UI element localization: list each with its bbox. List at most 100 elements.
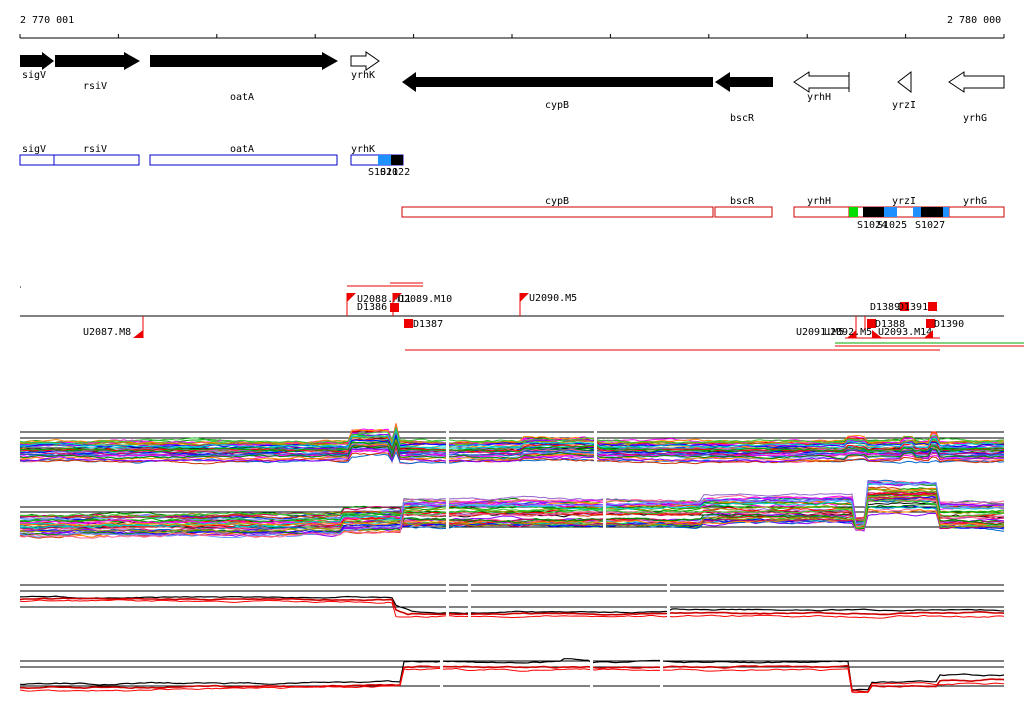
downshift-label-d1386: D1386 bbox=[357, 302, 387, 313]
segment-label-s1025: S1025 bbox=[877, 220, 907, 231]
expression-profile-line bbox=[19, 495, 1005, 529]
upshift-label-u2088: U2088.M11 bbox=[357, 294, 411, 305]
expression-profile-line bbox=[19, 494, 1005, 534]
downshift-label-d1391: D1391 bbox=[898, 302, 928, 313]
downshift-label-d1388: D1388 bbox=[875, 319, 905, 330]
segment-s1021[interactable] bbox=[378, 155, 391, 165]
panel-gap bbox=[440, 654, 443, 698]
segment-s1022[interactable] bbox=[391, 155, 403, 165]
transcript-label-oata: oatA bbox=[230, 144, 254, 155]
expression-profile-line bbox=[19, 491, 1005, 532]
transcript-label-bscr: bscR bbox=[730, 196, 755, 207]
panel-gap bbox=[660, 654, 663, 698]
transcript-label-yrhg: yrhG bbox=[963, 196, 987, 207]
coordinate-ruler: 2 770 001 2 780 000 bbox=[19, 15, 1005, 39]
gene-arrow-cypb[interactable] bbox=[402, 72, 713, 92]
upshift-marker-u2090[interactable] bbox=[520, 293, 529, 302]
upshift-marker-u2088[interactable] bbox=[347, 293, 356, 302]
expression-profile-line bbox=[19, 426, 1005, 445]
downshift-marker-d1386[interactable] bbox=[390, 303, 399, 312]
panel-gap bbox=[446, 420, 449, 468]
expression-profile-line bbox=[19, 667, 1005, 694]
gene-arrow-oata[interactable] bbox=[150, 52, 338, 70]
transcript-label-yrzi: yrzI bbox=[892, 196, 916, 207]
expression-profile-line bbox=[19, 597, 1005, 616]
transcript-box-sigv[interactable] bbox=[19, 154, 55, 166]
expression-profile-line bbox=[19, 664, 1005, 693]
expression-panel-forward-multi bbox=[19, 420, 1005, 468]
expression-panel-reverse-summary bbox=[19, 654, 1005, 698]
segment-label-s1024: S1024 bbox=[857, 220, 887, 231]
upshift-label-u2089: U2089.M10 bbox=[398, 294, 452, 305]
expression-profile-line bbox=[19, 595, 1005, 615]
downshift-label-d1389: D1389 bbox=[870, 302, 900, 313]
transcript-box-oata[interactable] bbox=[149, 154, 338, 166]
panel-gap bbox=[590, 654, 593, 698]
expression-profile-line bbox=[19, 481, 1005, 539]
transcript-box-rsiv[interactable] bbox=[53, 154, 140, 166]
transcript-label-cypb: cypB bbox=[545, 196, 569, 207]
segment-s1025[interactable] bbox=[884, 207, 897, 217]
expression-profile-line bbox=[19, 499, 1005, 529]
transcript-box-bscr[interactable] bbox=[714, 206, 773, 218]
expression-profile-line bbox=[19, 498, 1005, 539]
ruler-end-label: 2 780 000 bbox=[947, 15, 1001, 26]
expression-profile-line bbox=[19, 434, 1005, 451]
gene-arrow-yrhg[interactable] bbox=[948, 71, 1005, 93]
expression-profile-line bbox=[19, 436, 1005, 453]
downshift-marker-d1389[interactable] bbox=[900, 302, 909, 311]
downshift-marker-d1387[interactable] bbox=[404, 319, 413, 328]
expression-profile-line bbox=[19, 599, 1005, 619]
gene-arrow-yrhk[interactable] bbox=[350, 51, 380, 71]
gene-label-rsiv: rsiV bbox=[83, 81, 107, 92]
gene-arrow-bscr[interactable] bbox=[715, 72, 773, 92]
transcript-label-yrhh: yrhH bbox=[807, 196, 831, 207]
segment-blue-3[interactable] bbox=[943, 207, 949, 217]
expression-panel-reverse-multi bbox=[19, 478, 1005, 543]
panel-gap bbox=[594, 420, 597, 468]
expression-profile-line bbox=[19, 446, 1005, 465]
segment-blue-2[interactable] bbox=[913, 207, 921, 217]
transcript-label-rsiv: rsiV bbox=[83, 144, 107, 155]
expression-profile-line bbox=[19, 658, 1005, 691]
gene-arrow-sigv[interactable] bbox=[20, 52, 54, 70]
expression-profile-line bbox=[19, 496, 1005, 530]
gene-label-yrhk: yrhK bbox=[351, 70, 375, 81]
reverse-transcript-track: cypB bscR yrhH yrzI yrhG S1024 S1025 S10… bbox=[401, 196, 1005, 231]
downshift-label-d1387: D1387 bbox=[413, 319, 443, 330]
gene-arrow-rsiv[interactable] bbox=[55, 52, 140, 70]
panel-gap bbox=[468, 578, 471, 622]
expression-profile-line bbox=[19, 440, 1005, 460]
downshift-label-d1390: D1390 bbox=[934, 319, 964, 330]
transcript-label-yrhk: yrhK bbox=[351, 144, 375, 155]
downshift-marker-d1388[interactable] bbox=[867, 319, 876, 328]
segment-s1027[interactable] bbox=[921, 207, 943, 217]
upshift-marker-u2093[interactable] bbox=[924, 330, 933, 338]
segment-label-s1027: S1027 bbox=[915, 220, 945, 231]
segment-green[interactable] bbox=[849, 207, 858, 217]
gene-label-sigv: sigV bbox=[22, 70, 46, 81]
transcript-box-yrhh[interactable] bbox=[793, 206, 850, 218]
gene-arrow-yrzi[interactable] bbox=[897, 70, 912, 94]
forward-transcript-track: sigV rsiV oatA yrhK S1021 S1022 bbox=[19, 144, 410, 178]
upshift-label-u2093: U2093.M14 bbox=[878, 327, 932, 338]
gene-arrow-yrhh[interactable] bbox=[793, 71, 850, 93]
segment-s1024[interactable] bbox=[863, 207, 884, 217]
upshift-marker-u2089[interactable] bbox=[393, 293, 402, 302]
upshift-marker-u2087[interactable] bbox=[133, 330, 143, 338]
upshift-marker-u2092[interactable] bbox=[872, 330, 882, 338]
gene-label-yrhg: yrhG bbox=[963, 113, 987, 124]
expression-profile-line bbox=[19, 481, 1005, 526]
ruler-start-label: 2 770 001 bbox=[20, 15, 74, 26]
upshift-label-u2092: U2092.M5 bbox=[824, 327, 872, 338]
panel-gap bbox=[667, 578, 670, 622]
downshift-marker-d1391[interactable] bbox=[928, 302, 937, 311]
transcript-box-cypb[interactable] bbox=[401, 206, 714, 218]
upshift-label-u2091: U2091.M5 bbox=[796, 327, 844, 338]
upshift-marker-u2091[interactable] bbox=[847, 330, 856, 338]
segment-label-s1022: S1022 bbox=[380, 167, 410, 178]
gene-track: sigV rsiV oatA yrhK cypB bscR yrhH yrzI … bbox=[20, 51, 1005, 124]
downshift-marker-d1390[interactable] bbox=[926, 319, 935, 328]
transcript-box-yrhg[interactable] bbox=[948, 206, 1005, 218]
